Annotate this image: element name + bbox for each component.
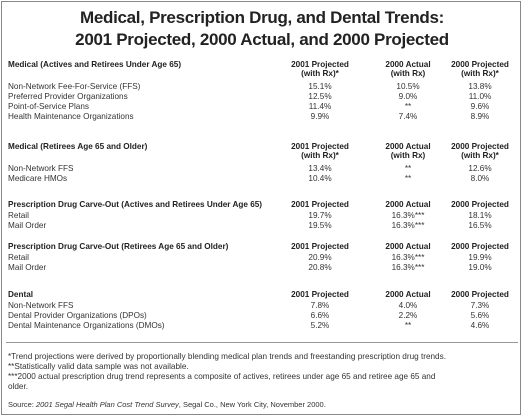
section-title: Medical (Actives and Retirees Under Age … bbox=[8, 60, 182, 69]
cell-value: 9.0% bbox=[398, 92, 418, 101]
column-header: 2000 Actual bbox=[385, 200, 431, 209]
cell-value: 16.3%*** bbox=[391, 221, 425, 230]
row-label: Mail Order bbox=[8, 221, 47, 230]
column-header: 2000 Projected bbox=[451, 242, 509, 251]
cell-value: 15.1% bbox=[308, 82, 332, 91]
column-header: 2000 Actual bbox=[385, 142, 431, 151]
cell-value: 7.8% bbox=[310, 301, 330, 310]
title: 2001 Projected, 2000 Actual, and 2000 Pr… bbox=[75, 30, 449, 49]
column-header: (with Rx)* bbox=[461, 69, 499, 78]
row-label: Retail bbox=[8, 253, 29, 262]
title: Medical, Prescription Drug, and Dental T… bbox=[79, 8, 445, 27]
cell-value: 19.7% bbox=[308, 211, 332, 220]
footnote: ***2000 actual prescription drug trend r… bbox=[8, 372, 436, 381]
footnote: **Statistically valid data sample was no… bbox=[8, 362, 189, 371]
row-label: Non-Network Fee-For-Service (FFS) bbox=[8, 82, 141, 91]
row-label: Non-Network FFS bbox=[8, 164, 74, 173]
cell-value: 19.9% bbox=[468, 253, 492, 262]
cell-value: 4.0% bbox=[398, 301, 418, 310]
source-title: 2001 Segal Health Plan Cost Trend Survey bbox=[35, 400, 179, 409]
column-header: (with Rx) bbox=[390, 69, 426, 78]
cell-value: 8.0% bbox=[470, 174, 490, 183]
cell-value: 18.1% bbox=[468, 211, 492, 220]
row-label: Dental Maintenance Organizations (DMOs) bbox=[8, 321, 165, 330]
row-label: Point-of-Service Plans bbox=[8, 102, 89, 111]
column-header: 2001 Projected bbox=[291, 60, 349, 69]
cell-value: 10.4% bbox=[308, 174, 332, 183]
cell-value: 7.3% bbox=[470, 301, 490, 310]
column-header: 2000 Projected bbox=[451, 200, 509, 209]
cell-value: 2.2% bbox=[398, 311, 418, 320]
row-label: Dental Provider Organizations (DPOs) bbox=[8, 311, 147, 320]
column-header: 2000 Projected bbox=[451, 60, 509, 69]
column-header: (with Rx)* bbox=[301, 151, 339, 160]
cell-value: 5.2% bbox=[310, 321, 330, 330]
cell-value: 16.3%*** bbox=[391, 263, 425, 272]
cell-value: ** bbox=[404, 102, 412, 111]
cell-value: 13.4% bbox=[308, 164, 332, 173]
column-header: 2000 Projected bbox=[451, 290, 509, 299]
cell-value: 6.6% bbox=[310, 311, 330, 320]
source-rest: , Segal Co., New York City, November 200… bbox=[178, 400, 326, 409]
cell-value: 9.9% bbox=[310, 112, 330, 121]
cell-value: 9.6% bbox=[470, 102, 490, 111]
row-label: Mail Order bbox=[8, 263, 47, 272]
divider bbox=[6, 342, 518, 343]
section-title: Prescription Drug Carve-Out (Retirees Ag… bbox=[8, 242, 229, 251]
cell-value: ** bbox=[404, 174, 412, 183]
column-header: 2001 Projected bbox=[291, 242, 349, 251]
source: Source: 2001 Segal Health Plan Cost Tren… bbox=[8, 400, 326, 409]
cell-value: 5.6% bbox=[470, 311, 490, 320]
column-header: 2001 Projected bbox=[291, 200, 349, 209]
column-header: 2000 Actual bbox=[385, 60, 431, 69]
row-label: Preferred Provider Organizations bbox=[8, 92, 128, 101]
row-label: Retail bbox=[8, 211, 29, 220]
cell-value: 13.8% bbox=[468, 82, 492, 91]
cell-value: 16.3%*** bbox=[391, 253, 425, 262]
cell-value: 8.9% bbox=[470, 112, 490, 121]
cell-value: 4.6% bbox=[470, 321, 490, 330]
cell-value: ** bbox=[404, 164, 412, 173]
cell-value: ** bbox=[404, 321, 412, 330]
column-header: 2001 Projected bbox=[291, 142, 349, 151]
column-header: 2000 Projected bbox=[451, 142, 509, 151]
cell-value: 19.5% bbox=[308, 221, 332, 230]
cell-value: 20.9% bbox=[308, 253, 332, 262]
section-title: Dental bbox=[8, 290, 34, 299]
cell-value: 19.0% bbox=[468, 263, 492, 272]
section-title: Prescription Drug Carve-Out (Actives and… bbox=[8, 200, 263, 209]
cell-value: 11.4% bbox=[308, 102, 332, 111]
cell-value: 16.3%*** bbox=[391, 211, 425, 220]
column-header: 2000 Actual bbox=[385, 242, 431, 251]
column-header: 2000 Actual bbox=[385, 290, 431, 299]
row-label: Non-Network FFS bbox=[8, 301, 74, 310]
row-label: Medicare HMOs bbox=[8, 174, 68, 183]
row-label: Health Maintenance Organizations bbox=[8, 112, 134, 121]
cell-value: 10.5% bbox=[396, 82, 420, 91]
section-title: Medical (Retirees Age 65 and Older) bbox=[8, 142, 148, 151]
column-header: (with Rx) bbox=[390, 151, 426, 160]
source-label: Source: bbox=[8, 400, 36, 409]
footnote: older. bbox=[8, 382, 29, 391]
column-header: (with Rx)* bbox=[461, 151, 499, 160]
cell-value: 12.6% bbox=[468, 164, 492, 173]
cell-value: 7.4% bbox=[398, 112, 418, 121]
cell-value: 12.5% bbox=[308, 92, 332, 101]
cell-value: 11.0% bbox=[468, 92, 492, 101]
column-header: 2001 Projected bbox=[291, 290, 349, 299]
footnote: *Trend projections were derived by propo… bbox=[8, 352, 446, 361]
column-header: (with Rx)* bbox=[301, 69, 339, 78]
cell-value: 16.5% bbox=[468, 221, 492, 230]
cell-value: 20.8% bbox=[308, 263, 332, 272]
